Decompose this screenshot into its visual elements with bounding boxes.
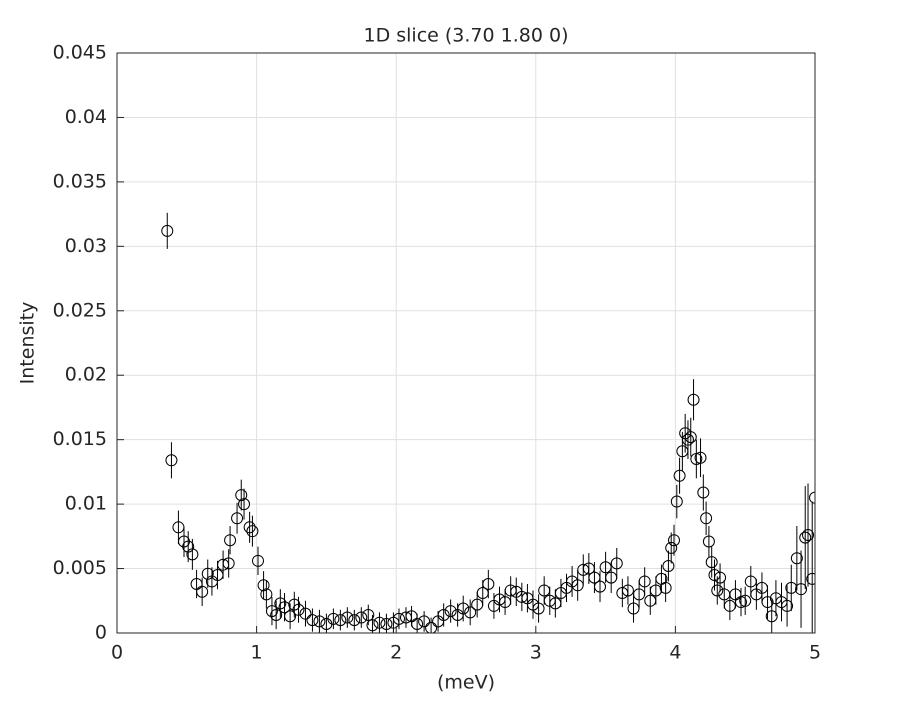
- data-point: [610, 557, 623, 570]
- data-point: [246, 525, 259, 538]
- data-point: [621, 584, 634, 597]
- data-point: [260, 588, 273, 601]
- y-tick-label: 0.03: [65, 235, 107, 257]
- data-point: [739, 594, 752, 607]
- plot-area: [161, 212, 815, 633]
- data-point: [224, 534, 237, 547]
- data-point: [238, 498, 251, 511]
- data-point: [274, 597, 287, 610]
- data-point: [313, 615, 326, 628]
- y-tick-label: 0.01: [65, 493, 107, 515]
- y-tick-label: 0.035: [53, 170, 107, 192]
- data-point: [231, 512, 244, 525]
- y-axis-label: Intensity: [17, 302, 39, 385]
- y-tick-label: 0: [95, 622, 107, 644]
- data-point: [341, 611, 354, 624]
- data-point: [306, 614, 319, 627]
- y-tick-label: 0.02: [65, 364, 107, 386]
- data-point: [670, 495, 683, 508]
- data-point: [665, 541, 678, 554]
- data-point: [418, 615, 431, 628]
- x-tick-label: 2: [390, 642, 402, 664]
- data-point: [697, 486, 710, 499]
- data-point: [594, 580, 607, 593]
- data-point: [482, 578, 495, 591]
- chart-title: 1D slice (3.70 1.80 0): [364, 25, 569, 47]
- data-point: [790, 552, 803, 565]
- data-point: [362, 608, 375, 621]
- x-tick-label: 1: [251, 642, 263, 664]
- data-point: [182, 540, 195, 553]
- data-point: [444, 605, 457, 618]
- data-point: [687, 393, 700, 406]
- x-tick-label: 4: [669, 642, 681, 664]
- data-point: [694, 451, 707, 464]
- data-point: [186, 548, 199, 561]
- data-point: [659, 581, 672, 594]
- data-point: [684, 431, 697, 444]
- data-point: [235, 489, 248, 502]
- axes-box: [116, 52, 816, 634]
- data-point: [681, 433, 694, 446]
- x-tick-label: 5: [809, 642, 821, 664]
- data-point: [662, 559, 675, 572]
- y-tick-label: 0.015: [53, 428, 107, 450]
- data-point: [161, 224, 174, 237]
- data-point: [702, 535, 715, 548]
- data-point: [668, 534, 681, 547]
- data-point: [265, 605, 278, 618]
- data-point: [532, 602, 545, 615]
- data-point: [380, 617, 393, 630]
- y-tick-label: 0.045: [53, 42, 107, 64]
- data-point: [327, 612, 340, 625]
- data-point: [457, 602, 470, 615]
- data-point: [437, 608, 450, 621]
- x-axis-label: (meV): [437, 672, 495, 694]
- data-point: [700, 512, 713, 525]
- data-point: [806, 572, 815, 585]
- data-point: [355, 611, 368, 624]
- data-point: [299, 607, 312, 620]
- data-point: [284, 610, 297, 623]
- data-point: [251, 554, 264, 567]
- data-point: [243, 521, 256, 534]
- data-point: [765, 610, 778, 623]
- data-point: [411, 617, 424, 630]
- data-point: [673, 469, 686, 482]
- data-point: [222, 557, 235, 570]
- data-point: [799, 531, 812, 544]
- y-tick-label: 0.005: [53, 557, 107, 579]
- data-point: [257, 579, 270, 592]
- data-point: [270, 608, 283, 621]
- data-point: [366, 619, 379, 632]
- data-point: [392, 612, 405, 625]
- data-point: [781, 599, 794, 612]
- data-point: [809, 491, 815, 504]
- data-point: [348, 614, 361, 627]
- data-point: [334, 614, 347, 627]
- data-point: [464, 606, 477, 619]
- data-point: [196, 585, 209, 598]
- data-point: [292, 603, 305, 616]
- ticks: 0 1 2 3 4 5 0 0.005 0.01 0.015 0.02 0.025 0.03 0.035 0…: [53, 42, 821, 664]
- data-point: [705, 556, 718, 569]
- x-tick-label: 0: [111, 642, 123, 664]
- x-tick-label: 3: [530, 642, 542, 664]
- data-point: [711, 584, 724, 597]
- data-point: [795, 583, 808, 596]
- data-point: [425, 621, 438, 633]
- data-point: [761, 596, 774, 609]
- y-tick-label: 0.025: [53, 299, 107, 321]
- data-point: [714, 571, 727, 584]
- data-point: [638, 575, 651, 588]
- y-tick-label: 0.04: [65, 106, 107, 128]
- data-point: [165, 454, 178, 467]
- data-point: [373, 616, 386, 629]
- data-point: [201, 567, 214, 580]
- data-point: [802, 529, 815, 542]
